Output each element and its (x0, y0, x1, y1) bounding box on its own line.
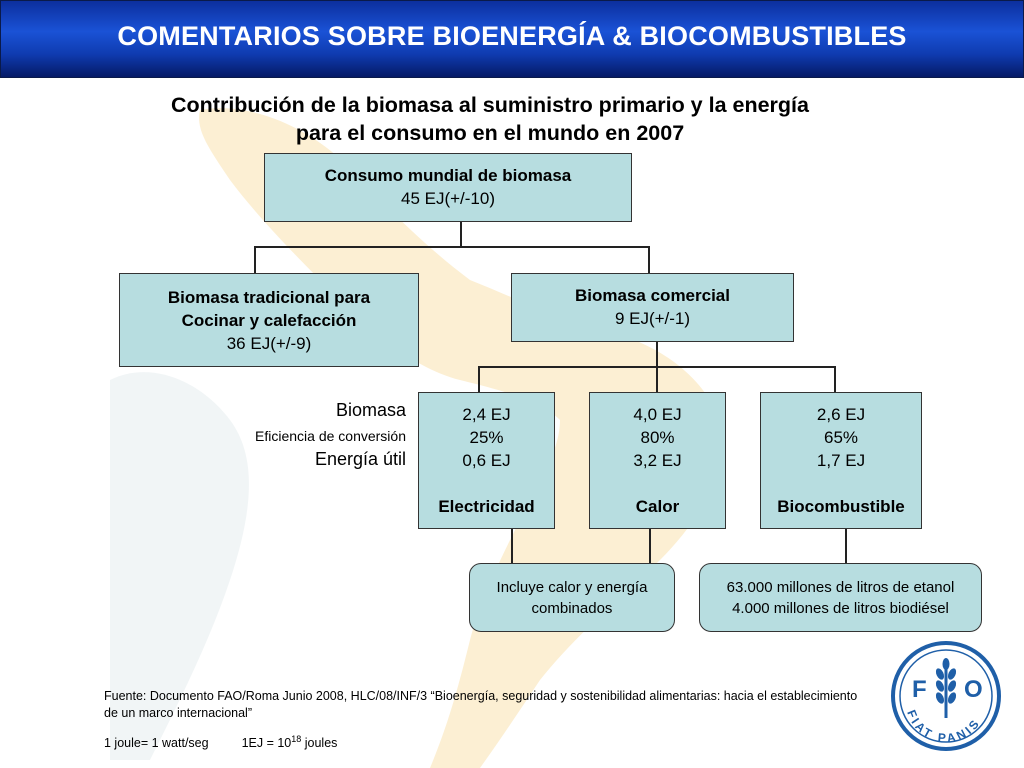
logo-letter-o: O (964, 676, 983, 703)
joule-definition: 1 joule= 1 watt/seg (104, 736, 209, 751)
connector (478, 366, 480, 393)
useful-energy-value: 1,7 EJ (816, 451, 866, 470)
world-biomass-consumption-box: Consumo mundial de biomasa 45 EJ(+/-10) (264, 153, 632, 222)
efficiency-value: 80% (640, 428, 675, 447)
box-title-line-2: Cocinar y calefacción (181, 311, 357, 330)
connector (656, 366, 658, 393)
connector (254, 246, 650, 248)
chp-note-box: Incluye calor y energía combinados (469, 563, 675, 632)
unit-definitions: 1 joule= 1 watt/seg 1EJ = 1018 joules (104, 731, 874, 752)
biomass-value: 2,4 EJ (462, 405, 511, 424)
diagram-subtitle: Contribución de la biomasa al suministro… (90, 91, 890, 147)
box-value: 45 EJ(+/-10) (400, 189, 495, 208)
wheat-icon (935, 658, 957, 718)
note-line-2: 4.000 millones de litros biodiésel (732, 600, 949, 617)
connector (254, 246, 256, 273)
row-labels: Biomasa Eficiencia de conversión Energía… (200, 400, 406, 480)
connector (460, 221, 462, 247)
source-footer: Fuente: Documento FAO/Roma Junio 2008, H… (104, 688, 874, 752)
useful-energy-value: 3,2 EJ (633, 451, 682, 470)
box-title-line-1: Biomasa tradicional para (167, 288, 371, 307)
heat-box: 4,0 EJ 80% 3,2 EJ Calor (589, 392, 726, 529)
logo-letter-f: F (912, 676, 927, 703)
connector (834, 366, 836, 393)
source-citation: Fuente: Documento FAO/Roma Junio 2008, H… (104, 689, 858, 720)
label-efficiency: Eficiencia de conversión (255, 428, 406, 444)
efficiency-value: 65% (823, 428, 859, 447)
note-line-1: Incluye calor y energía (496, 579, 648, 596)
exajoule-prefix: 1EJ = 10 (241, 736, 292, 751)
use-name: Calor (635, 497, 680, 516)
box-title: Consumo mundial de biomasa (324, 166, 572, 185)
biofuel-volume-note-box: 63.000 millones de litros de etanol 4.00… (699, 563, 982, 632)
fao-logo: F A O FIAT PANIS (891, 641, 1001, 751)
commercial-biomass-box: Biomasa comercial 9 EJ(+/-1) (511, 273, 794, 342)
connector (648, 246, 650, 273)
exajoule-exponent: 18 (291, 734, 302, 744)
subtitle-line-2: para el consumo en el mundo en 2007 (295, 121, 685, 145)
connector (656, 341, 658, 367)
subtitle-line-1: Contribución de la biomasa al suministro… (171, 93, 809, 117)
label-useful-energy: Energía útil (314, 449, 406, 469)
connector (511, 528, 513, 564)
use-name: Biocombustible (777, 497, 905, 516)
slide-title: COMENTARIOS SOBRE BIOENERGÍA & BIOCOMBUS… (117, 21, 907, 51)
biomass-value: 4,0 EJ (633, 405, 682, 424)
traditional-biomass-box: Biomasa tradicional para Cocinar y calef… (119, 273, 419, 367)
connector (649, 528, 651, 564)
note-line-1: 63.000 millones de litros de etanol (726, 579, 955, 596)
title-bar: COMENTARIOS SOBRE BIOENERGÍA & BIOCOMBUS… (0, 0, 1024, 78)
logo-letter-a: A (935, 665, 936, 666)
connector (845, 528, 847, 564)
box-title: Biomasa comercial (575, 286, 730, 305)
use-name: Electricidad (438, 497, 535, 516)
note-line-2: combinados (531, 600, 613, 617)
box-value: 36 EJ(+/-9) (226, 334, 312, 353)
exajoule-suffix: joules (301, 736, 338, 751)
exajoule-definition: 1EJ = 1018 joules (241, 734, 338, 751)
useful-energy-value: 0,6 EJ (462, 451, 511, 470)
electricity-box: 2,4 EJ 25% 0,6 EJ Electricidad (418, 392, 555, 529)
label-biomass: Biomasa (335, 400, 406, 420)
biofuel-box: 2,6 EJ 65% 1,7 EJ Biocombustible (760, 392, 922, 529)
biomass-value: 2,6 EJ (816, 405, 866, 424)
box-value: 9 EJ(+/-1) (614, 309, 691, 328)
efficiency-value: 25% (469, 428, 504, 447)
